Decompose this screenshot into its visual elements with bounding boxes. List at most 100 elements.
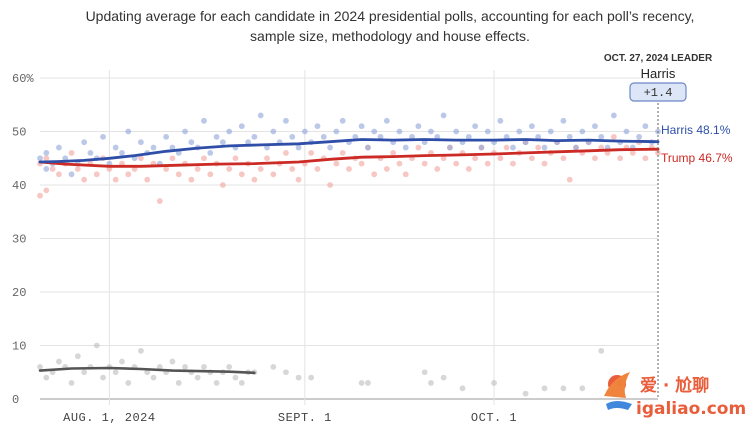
other-poll-dot <box>560 385 567 392</box>
other-poll-dot <box>308 374 315 381</box>
trump-poll-dot <box>207 171 214 178</box>
y-tick-label: 30 <box>12 233 26 247</box>
harris-poll-dot <box>547 128 554 135</box>
trump-poll-dot <box>453 160 460 167</box>
harris-poll-dot <box>314 123 321 130</box>
leader-name: Harris <box>641 66 676 81</box>
trump-poll-dot <box>497 155 504 162</box>
other-poll-dot <box>68 380 75 386</box>
leader-date-label: OCT. 27, 2024 LEADER <box>604 53 713 64</box>
watermark: 爱 · 尬聊 igaliao.com <box>604 372 746 419</box>
watermark-line-1: 爱 · 尬聊 <box>640 375 709 396</box>
harris-poll-dot <box>365 144 371 151</box>
harris-poll-dot <box>320 133 327 140</box>
other-poll-dot <box>421 369 428 376</box>
other-poll-dot <box>428 380 434 386</box>
other-poll-dot <box>283 369 289 376</box>
harris-poll-dot <box>68 171 75 178</box>
harris-poll-dot <box>207 150 214 156</box>
trump-poll-dot <box>484 160 491 167</box>
harris-poll-dot <box>610 112 617 119</box>
trump-poll-dot <box>289 166 296 172</box>
harris-poll-dot <box>245 139 252 146</box>
leader-margin-badge <box>629 82 687 102</box>
harris-poll-dot <box>409 133 415 140</box>
trump-poll-dot <box>535 144 542 151</box>
trump-poll-dot <box>156 198 163 204</box>
other-poll-dot <box>270 364 277 370</box>
harris-poll-dot <box>371 128 378 135</box>
gridlines <box>40 70 658 405</box>
trump-poll-dot <box>37 192 43 199</box>
harris-poll-dot <box>510 144 516 151</box>
harris-poll-dot <box>270 128 277 135</box>
trump-poll-dot <box>642 155 649 162</box>
harris-poll-dot <box>150 144 157 151</box>
harris-poll-dot <box>440 112 447 119</box>
other-poll-dot <box>81 369 88 376</box>
harris-poll-dot <box>472 123 479 130</box>
trump-poll-dot <box>137 155 144 162</box>
other-poll-dot <box>112 369 119 376</box>
harris-poll-dot <box>642 123 649 130</box>
harris-poll-dot <box>566 133 573 140</box>
trump-poll-dot <box>610 133 617 140</box>
y-tick-label: 60% <box>12 72 34 86</box>
trump-poll-dot <box>270 171 277 178</box>
harris-poll-dot <box>43 166 50 172</box>
trump-poll-dot <box>434 166 441 172</box>
harris-poll-dot <box>579 128 586 135</box>
harris-poll-dot <box>339 117 346 124</box>
trump-poll-dot <box>169 155 176 162</box>
other-poll-dot <box>100 374 106 381</box>
other-poll-dot <box>144 369 151 376</box>
x-tick-label: AUG. 1, 2024 <box>63 411 155 425</box>
trump-poll-dot <box>617 155 624 162</box>
trump-poll-dot <box>346 166 352 172</box>
trump-poll-dot <box>396 160 403 167</box>
harris-poll-dot <box>125 128 132 135</box>
harris-poll-dot <box>465 133 472 140</box>
trump-poll-dot <box>257 166 264 172</box>
other-average-line <box>38 366 256 375</box>
harris-poll-dot <box>453 128 460 135</box>
harris-poll-dot <box>478 144 485 151</box>
harris-poll-dot <box>169 144 176 151</box>
harris-end-label: Harris 48.1% <box>661 123 731 137</box>
harris-poll-dot <box>251 133 258 140</box>
trump-poll-dot <box>232 155 239 162</box>
other-poll-dot <box>175 380 182 386</box>
harris-poll-dot <box>636 133 642 140</box>
other-poll-dot <box>541 385 548 392</box>
other-poll-dot <box>213 380 220 386</box>
other-poll-dot <box>74 353 81 360</box>
harris-poll-dot <box>119 150 125 156</box>
harris-poll-dot <box>100 133 106 140</box>
trump-poll-dot <box>112 176 119 183</box>
trump-poll-dot <box>188 176 195 183</box>
harris-poll-dot <box>358 123 365 130</box>
harris-poll-dot <box>112 144 119 151</box>
harris-poll-dot <box>257 112 264 119</box>
trump-poll-dot <box>125 171 132 178</box>
trump-poll-dot <box>295 176 302 183</box>
y-tick-label: 50 <box>12 126 26 140</box>
harris-poll-dot <box>37 155 43 162</box>
trump-poll-dot <box>503 144 510 151</box>
trump-poll-dot <box>49 166 56 172</box>
harris-poll-dot <box>56 144 62 151</box>
trump-poll-dot <box>560 155 567 162</box>
harris-poll-dot <box>188 139 195 146</box>
harris-poll-dot <box>43 150 50 156</box>
harris-poll-dot <box>396 128 403 135</box>
chart-subtitle: Updating average for each candidate in 2… <box>40 6 740 46</box>
trump-poll-dot <box>314 166 321 172</box>
y-tick-label: 10 <box>12 340 26 354</box>
other-poll-dot <box>238 380 245 386</box>
harris-poll-dot <box>535 133 542 140</box>
harris-poll-dot <box>327 144 333 151</box>
harris-poll-dot <box>560 117 567 124</box>
harris-poll-dot <box>87 150 94 156</box>
harris-poll-dot <box>238 123 245 130</box>
